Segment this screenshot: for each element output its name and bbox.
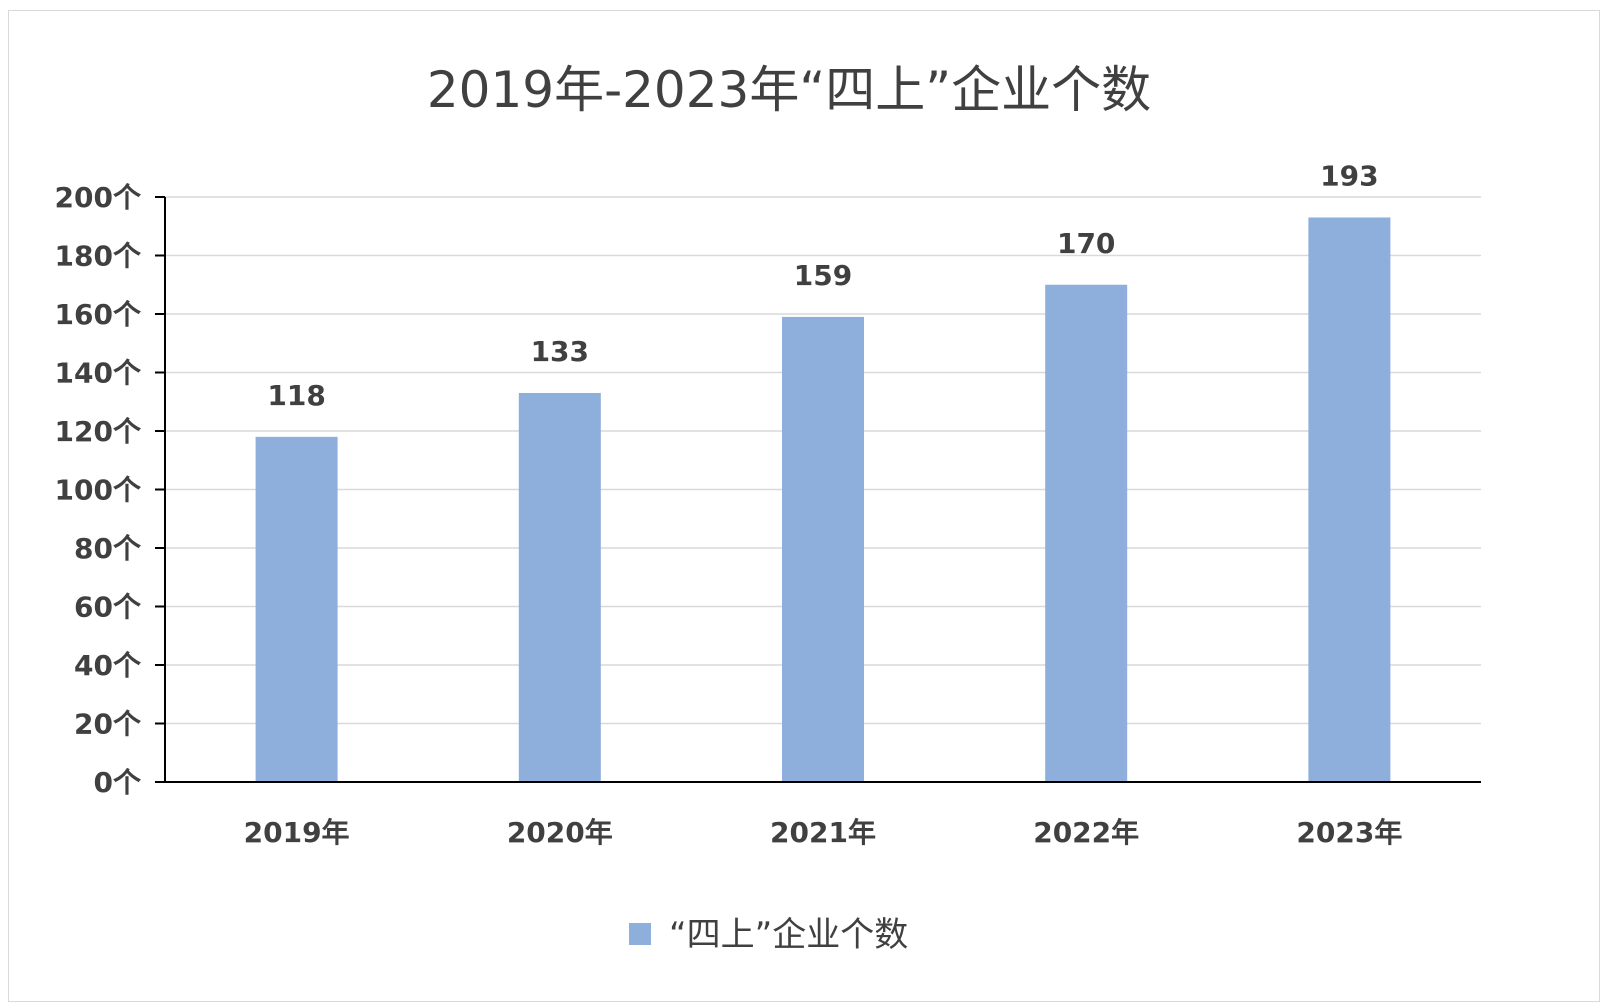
- legend: “四上”企业个数: [629, 915, 908, 955]
- data-label: 118: [267, 379, 325, 412]
- legend-swatch: [629, 923, 651, 945]
- bar: [255, 436, 338, 782]
- y-tick-label: 180个: [55, 240, 142, 273]
- legend-label: “四上”企业个数: [669, 915, 908, 955]
- y-tick-label: 160个: [55, 298, 142, 331]
- axes: [155, 196, 1481, 783]
- y-tick-label: 100个: [55, 474, 142, 507]
- bar: [782, 316, 864, 782]
- bar-chart: 2019年-2023年“四上”企业个数 0个 20个 40个 60个 80个 100个 12…: [55, 61, 1481, 955]
- y-tick-label: 80个: [74, 532, 142, 565]
- labels: 0个 20个 40个 60个 80个 100个 120个 140个 160个 180个 200个 11…: [55, 159, 1403, 849]
- data-label: 193: [1320, 159, 1378, 192]
- chart-frame: 2019年-2023年“四上”企业个数 0个 20个 40个 60个 80个 100个 12…: [8, 10, 1600, 1002]
- bar: [1308, 217, 1391, 783]
- x-tick-label: 2020年: [507, 816, 613, 849]
- bars: [255, 217, 1391, 783]
- y-tick-label: 60个: [74, 591, 142, 624]
- y-tick-label: 120个: [55, 415, 142, 448]
- y-tick-label: 140个: [55, 357, 142, 390]
- x-tick-label: 2021年: [770, 816, 876, 849]
- data-label: 159: [794, 259, 852, 292]
- chart-title: 2019年-2023年“四上”企业个数: [427, 61, 1151, 119]
- y-tick-label: 0个: [94, 766, 142, 799]
- x-tick-label: 2023年: [1296, 816, 1402, 849]
- bar: [1045, 284, 1128, 782]
- bar: [518, 392, 601, 782]
- y-tick-label: 200个: [55, 181, 142, 214]
- x-tick-label: 2022年: [1033, 816, 1139, 849]
- data-label: 170: [1057, 227, 1115, 260]
- y-tick-label: 20个: [74, 708, 142, 741]
- y-tick-label: 40个: [74, 649, 142, 682]
- data-label: 133: [531, 335, 589, 368]
- x-tick-label: 2019年: [244, 816, 350, 849]
